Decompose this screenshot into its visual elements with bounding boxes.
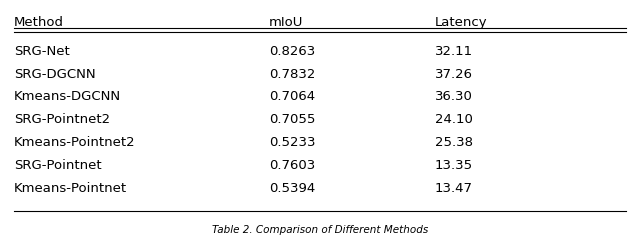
Text: Kmeans-Pointnet: Kmeans-Pointnet xyxy=(14,182,127,195)
Text: 13.35: 13.35 xyxy=(435,159,473,172)
Text: Method: Method xyxy=(14,16,64,29)
Text: 0.7064: 0.7064 xyxy=(269,90,315,103)
Text: Table 2. Comparison of Different Methods: Table 2. Comparison of Different Methods xyxy=(212,225,428,235)
Text: 32.11: 32.11 xyxy=(435,45,473,58)
Text: 36.30: 36.30 xyxy=(435,90,472,103)
Text: SRG-Pointnet: SRG-Pointnet xyxy=(14,159,102,172)
Text: 13.47: 13.47 xyxy=(435,182,473,195)
Text: 0.8263: 0.8263 xyxy=(269,45,316,58)
Text: SRG-DGCNN: SRG-DGCNN xyxy=(14,67,96,81)
Text: SRG-Net: SRG-Net xyxy=(14,45,70,58)
Text: SRG-Pointnet2: SRG-Pointnet2 xyxy=(14,113,110,126)
Text: 37.26: 37.26 xyxy=(435,67,473,81)
Text: 24.10: 24.10 xyxy=(435,113,472,126)
Text: 0.5394: 0.5394 xyxy=(269,182,316,195)
Text: 0.7832: 0.7832 xyxy=(269,67,316,81)
Text: 0.5233: 0.5233 xyxy=(269,136,316,149)
Text: mIoU: mIoU xyxy=(269,16,303,29)
Text: 0.7603: 0.7603 xyxy=(269,159,316,172)
Text: Kmeans-DGCNN: Kmeans-DGCNN xyxy=(14,90,121,103)
Text: Kmeans-Pointnet2: Kmeans-Pointnet2 xyxy=(14,136,136,149)
Text: 0.7055: 0.7055 xyxy=(269,113,316,126)
Text: Latency: Latency xyxy=(435,16,487,29)
Text: 25.38: 25.38 xyxy=(435,136,473,149)
